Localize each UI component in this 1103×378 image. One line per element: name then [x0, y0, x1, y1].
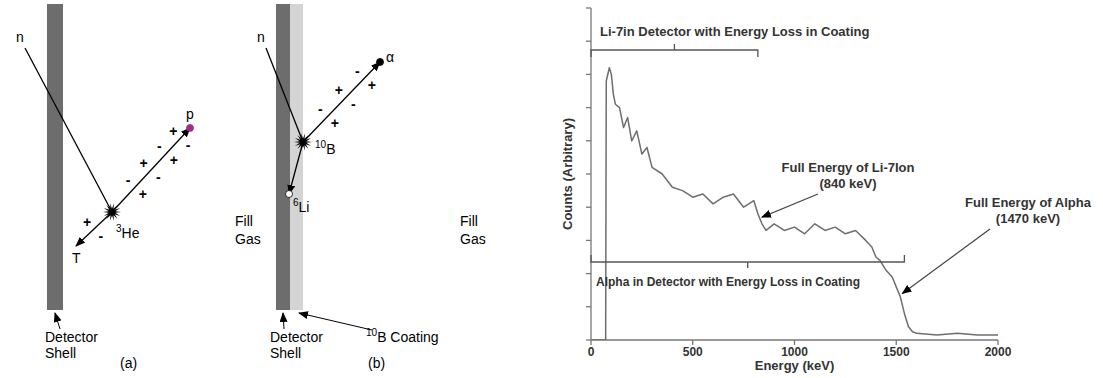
panel-label: (b)	[368, 355, 385, 371]
y-tick	[586, 140, 591, 141]
chart: 0 500 1000 1500 2000 Energy (keV) Counts (Arbi…	[560, 8, 1092, 373]
diagram-panel: n+--++--+p+-T3HeFillGasDetectorShell(a)	[16, 4, 261, 371]
product-track	[76, 212, 112, 246]
x-tick-label: 1500	[883, 345, 910, 359]
element-symbol: B	[326, 141, 335, 157]
charge-sign: +	[170, 152, 178, 168]
diagram-panel: n+--++-α6Li10BFillGasDetectorShell10B Co…	[257, 4, 486, 371]
particle	[377, 59, 384, 66]
charge-sign: +	[368, 77, 376, 93]
charge-sign: +	[331, 115, 339, 131]
annotation-text: Li-7in Detector with Energy Loss in Coat…	[600, 24, 869, 39]
y-tick	[586, 107, 591, 108]
label-arrow	[283, 313, 284, 329]
neutron-track	[266, 48, 303, 142]
charge-sign: -	[156, 169, 161, 185]
product-track	[112, 128, 190, 212]
mass-number: 10	[315, 139, 327, 150]
charge-sign: -	[99, 228, 104, 244]
y-tick	[586, 273, 591, 274]
y-tick	[586, 41, 591, 42]
figure: n+--++--+p+-T3HeFillGasDetectorShell(a)n…	[0, 0, 1103, 378]
annotation-text: Full Energy of Li-7Ion	[782, 160, 915, 175]
particle	[187, 125, 194, 132]
product-label: T	[72, 250, 81, 266]
boron-coating	[290, 4, 303, 310]
y-tick	[586, 173, 591, 174]
annotation-text: (840 keV)	[819, 176, 876, 191]
coating-label: 10B Coating	[366, 327, 439, 345]
annotations: Li-7in Detector with Energy Loss in Coat…	[591, 24, 1092, 294]
plot-data	[591, 68, 998, 340]
x-tick-label: 2000	[985, 345, 1012, 359]
fill-gas-label: Fill	[235, 213, 253, 229]
bracket	[591, 255, 904, 268]
fill-gas-label: Fill	[460, 213, 478, 229]
bracket	[591, 44, 758, 57]
element-symbol: Li	[299, 199, 310, 215]
product-label: α	[386, 49, 394, 65]
target-label: 10B	[315, 139, 335, 157]
y-tick	[586, 240, 591, 241]
panel-label: (a)	[120, 355, 137, 371]
x-tick-label: 500	[683, 345, 703, 359]
charge-sign: -	[126, 172, 131, 188]
particle	[286, 191, 293, 198]
shell-label: Detector	[270, 329, 323, 345]
charge-sign: -	[318, 101, 323, 117]
fill-gas-label: Gas	[235, 231, 261, 247]
y-tick	[586, 7, 591, 8]
y-tick	[586, 339, 591, 340]
annotation-arrow	[902, 229, 990, 294]
label-arrow	[55, 313, 60, 329]
spectrum-line	[591, 68, 998, 340]
y-tick	[586, 207, 591, 208]
target-label: 3He	[116, 223, 140, 241]
product-label: 6Li	[293, 197, 309, 215]
charge-sign: -	[157, 138, 162, 154]
x-tick-label: 0	[588, 345, 595, 359]
neutron-label: n	[257, 29, 265, 45]
y-tick	[586, 74, 591, 75]
y-axis-title: Counts (Arbitrary)	[560, 118, 575, 230]
charge-sign: -	[351, 96, 356, 112]
charge-sign: -	[355, 63, 360, 79]
product-label: p	[186, 106, 194, 122]
shell-label: Detector	[45, 329, 98, 345]
x-axis-title: Energy (keV)	[755, 358, 834, 373]
annotation-text: Alpha in Detector with Energy Loss in Co…	[596, 275, 860, 289]
annotation-text: Full Energy of Alpha	[965, 195, 1092, 210]
charge-sign: +	[139, 186, 147, 202]
element-symbol: He	[122, 225, 140, 241]
product-track	[303, 62, 380, 142]
charge-sign: +	[169, 123, 177, 139]
charge-sign: +	[335, 82, 343, 98]
label-arrow	[299, 313, 372, 330]
element-symbol: B Coating	[377, 329, 438, 345]
charge-sign: -	[186, 137, 191, 153]
fill-gas-label: Gas	[460, 231, 486, 247]
product-track	[289, 142, 303, 194]
annotation-arrow	[762, 194, 818, 217]
neutron-label: n	[16, 29, 24, 45]
charge-sign: +	[140, 155, 148, 171]
shell-label: Shell	[270, 345, 301, 361]
shell-label: Shell	[45, 345, 76, 361]
charge-sign: +	[83, 214, 91, 230]
x-tick-label: 1000	[781, 345, 808, 359]
detector-shell	[47, 4, 63, 310]
reaction-burst	[103, 203, 121, 221]
detector-shell	[276, 4, 290, 310]
neutron-track	[25, 48, 112, 212]
reaction-burst	[294, 133, 312, 151]
annotation-text: (1470 keV)	[996, 211, 1060, 226]
y-tick	[586, 306, 591, 307]
